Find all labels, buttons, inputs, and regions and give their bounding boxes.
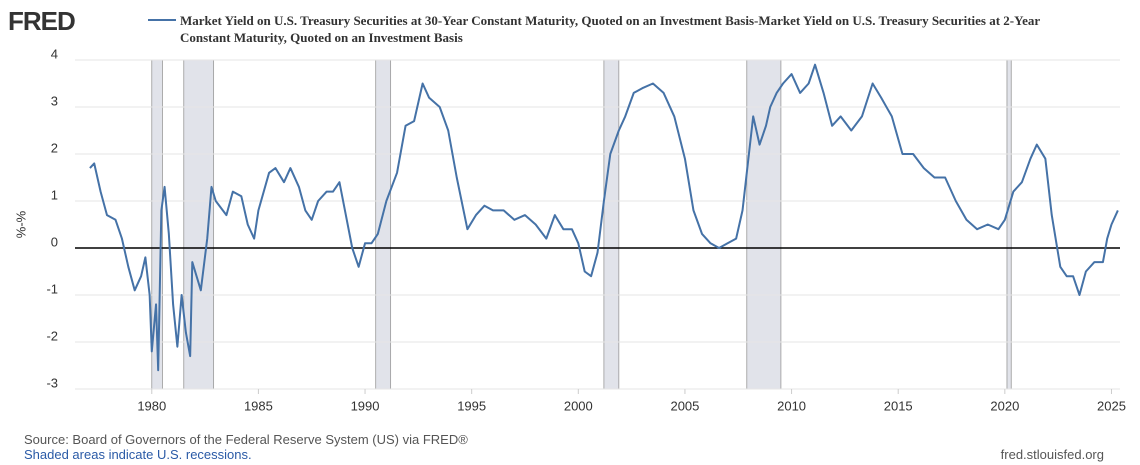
plot-area: [75, 60, 1120, 389]
source: Source: Board of Governors of the Federa…: [24, 432, 468, 447]
recession: [603, 59, 620, 390]
y-tick-label: 1: [51, 187, 58, 202]
recession: [746, 59, 782, 390]
chart: -3 -2 -1 0 1 2 3 4 1980 1985 1990 1995 2000 2005 2010 2…: [13, 46, 1126, 413]
x-tick-label: 2020: [990, 398, 1019, 413]
x-tick-label: 2015: [884, 398, 913, 413]
x-tick-label: 2005: [670, 398, 699, 413]
y-tick-label: -3: [46, 375, 58, 390]
recession: [375, 59, 392, 390]
recession-note[interactable]: Shaded areas indicate U.S. recessions.: [24, 447, 252, 462]
x-tick-label: 1985: [244, 398, 273, 413]
site: fred.stlouisfed.org: [1000, 447, 1104, 462]
y-tick-label: 2: [51, 140, 58, 155]
x-tick-label: 2010: [777, 398, 806, 413]
y-tick-label: -1: [46, 281, 58, 296]
x-tick-label: 1995: [457, 398, 486, 413]
x-tick-label: 1990: [351, 398, 380, 413]
series-line: [89, 63, 1119, 372]
y-tick-label: 0: [51, 234, 58, 249]
logo: FRED: [8, 6, 76, 36]
recession: [1006, 59, 1012, 390]
legend-swatch: [148, 19, 176, 21]
y-axis-label: %-%: [13, 210, 28, 238]
legend-title: Market Yield on U.S. Treasury Securities…: [180, 13, 1040, 45]
x-tick-label: 2000: [564, 398, 593, 413]
x-tick-label: 2025: [1097, 398, 1126, 413]
y-tick-label: 4: [51, 46, 58, 61]
y-tick-label: -2: [46, 328, 58, 343]
y-tick-label: 3: [51, 93, 58, 108]
x-tick-label: 1980: [137, 398, 166, 413]
